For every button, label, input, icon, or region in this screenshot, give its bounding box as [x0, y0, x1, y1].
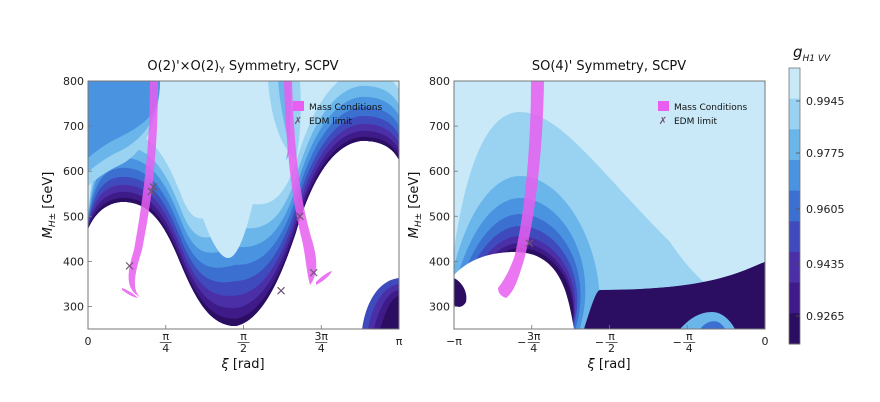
y-tick-label-1-4: 700 [429, 120, 450, 133]
right-x-axis-label: ξ [rad] [586, 357, 630, 372]
colorbar-frame [788, 67, 801, 345]
x-tick-label-0-3: 3π4 [314, 330, 328, 355]
edm-point-0-0 [125, 261, 134, 270]
right-legend-mass-label: Mass Conditions [674, 103, 747, 113]
x-tick-label-1-3: − π4 [673, 330, 696, 355]
edm-point-0-3 [295, 212, 304, 221]
colorbar-ticks: 0.9945 0.9775 0.9605 0.9435 0.9265 [796, 95, 845, 323]
left-mass-band-1 [128, 81, 158, 297]
colorbar-band-3 [789, 160, 800, 192]
edm-point-0-4 [277, 286, 285, 295]
right-chart-title: SO(4)' Symmetry, SCPV [532, 59, 686, 74]
colorbar-band-1 [789, 98, 800, 130]
svg-text:π: π [686, 330, 693, 343]
colorbar-band-0 [789, 68, 800, 100]
colorbar-band-5 [789, 221, 800, 253]
right-y-ticks: 300 400 500 600 700 800 [429, 75, 458, 313]
colorbar-tick-3: 0.9435 [806, 258, 845, 271]
left-mass-band-2 [284, 81, 317, 285]
svg-text:3π: 3π [527, 330, 541, 343]
edm-point-0-2 [149, 183, 158, 191]
svg-text:4: 4 [686, 342, 693, 355]
svg-text:−: − [595, 336, 604, 349]
right-y-axis-label: MH± [GeV] [407, 172, 424, 239]
x-tick-label-1-0: −π [446, 335, 462, 348]
x-tick-label-1-2: − π2 [595, 330, 618, 355]
colorbar-band-7 [789, 282, 800, 314]
left-mass-band-4 [122, 288, 138, 298]
svg-text:−: − [517, 336, 526, 349]
y-tick-label-1-3: 600 [429, 165, 450, 178]
left-y-ticks: 300 400 500 600 700 800 [63, 75, 92, 313]
right-mass-band [498, 81, 544, 298]
y-tick-label-0-0: 300 [63, 300, 84, 313]
colorbar-tick-1: 0.9775 [806, 147, 845, 160]
svg-text:2: 2 [240, 342, 247, 355]
x-tick-label-0-1: π4 [159, 330, 172, 355]
y-tick-label-1-1: 400 [429, 255, 450, 268]
y-tick-label-0-4: 700 [63, 120, 84, 133]
y-tick-label-1-2: 500 [429, 210, 450, 223]
left-chart-title: O(2)'×O(2)Y Symmetry, SCPV [147, 59, 338, 76]
x-tick-label-0-0: 0 [85, 335, 92, 348]
y-tick-label-0-1: 400 [63, 255, 84, 268]
edm-point-1-0 [525, 239, 534, 248]
edm-point-0-5 [309, 268, 318, 277]
left-contour-plot [88, 81, 399, 329]
edm-point-0-1 [147, 187, 156, 196]
colorbar-band-4 [789, 190, 800, 222]
colorbar-tick-2: 0.9605 [806, 203, 845, 216]
right-legend-edm-marker: ✗ [659, 116, 667, 127]
right-x-ticks: −π −3π4− π2− π40 [446, 325, 769, 355]
right-contour-plot [454, 81, 765, 329]
colorbar-tick-4: 0.9265 [806, 310, 845, 323]
svg-text:π: π [162, 330, 169, 343]
y-tick-label-1-5: 800 [429, 75, 450, 88]
left-x-axis-label: ξ [rad] [220, 357, 264, 372]
left-legend-edm-marker: ✗ [294, 116, 302, 127]
left-y-axis-label: MH± [GeV] [41, 172, 58, 239]
y-tick-label-0-5: 800 [63, 75, 84, 88]
left-mass-band-3 [316, 271, 332, 285]
svg-text:3π: 3π [314, 330, 328, 343]
x-tick-label-0-4: π [396, 335, 403, 348]
y-tick-label-0-3: 600 [63, 165, 84, 178]
colorbar-band-2 [789, 129, 800, 161]
left-legend-mass-label: Mass Conditions [309, 103, 382, 113]
x-tick-label-1-4: 0 [762, 335, 769, 348]
right-legend-edm-label: EDM limit [674, 117, 718, 127]
svg-text:4: 4 [318, 342, 325, 355]
left-legend-mass-swatch [293, 101, 304, 111]
y-tick-label-1-0: 300 [429, 300, 450, 313]
svg-text:π: π [240, 330, 247, 343]
svg-text:π: π [608, 330, 615, 343]
x-tick-label-0-2: π2 [237, 330, 250, 355]
svg-text:−: − [673, 336, 682, 349]
svg-text:4: 4 [530, 342, 537, 355]
colorbar-tick-0: 0.9945 [806, 95, 845, 108]
y-tick-label-0-2: 500 [63, 210, 84, 223]
svg-text:4: 4 [162, 342, 169, 355]
colorbar [789, 68, 800, 345]
x-tick-label-1-1: −3π4 [517, 330, 541, 355]
right-legend-mass-swatch [658, 101, 669, 111]
svg-text:2: 2 [608, 342, 615, 355]
left-legend-edm-label: EDM limit [309, 117, 353, 127]
colorbar-band-8 [789, 313, 800, 345]
colorbar-band-6 [789, 252, 800, 284]
colorbar-title: gH1 VV [793, 43, 831, 64]
